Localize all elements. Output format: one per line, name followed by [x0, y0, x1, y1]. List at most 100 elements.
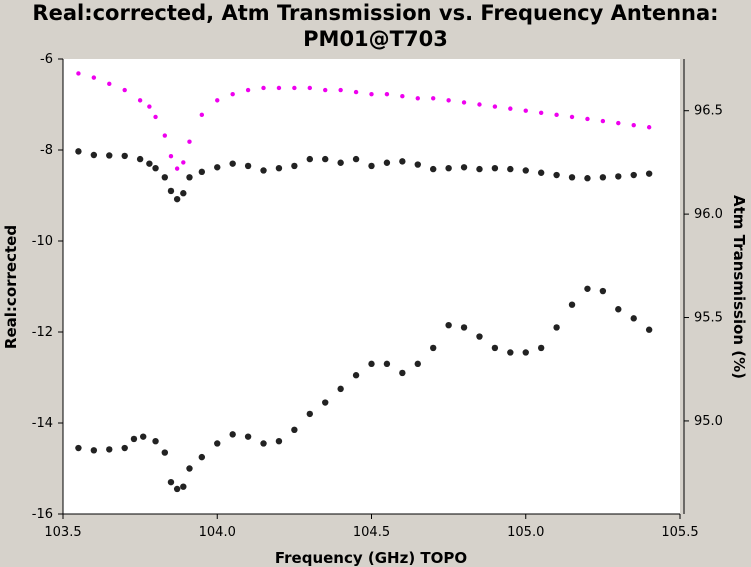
data-point-series-0 — [121, 152, 128, 160]
data-point-series-2 — [353, 89, 359, 95]
data-point-series-0 — [599, 174, 607, 181]
y-right-tick-label: 95.5 — [694, 311, 723, 326]
data-point-series-0 — [460, 164, 468, 171]
data-point-series-0 — [136, 155, 144, 163]
data-point-series-1 — [106, 446, 113, 453]
data-point-series-2 — [174, 166, 180, 171]
data-point-series-1 — [507, 349, 514, 356]
data-point-series-2 — [168, 154, 174, 159]
data-point-series-0 — [507, 165, 514, 173]
data-point-series-2 — [137, 98, 143, 103]
data-point-series-0 — [214, 164, 221, 171]
data-point-series-1 — [180, 483, 187, 490]
data-point-series-1 — [630, 315, 637, 322]
y-left-tick-label: -6 — [40, 52, 53, 67]
data-point-series-2 — [91, 75, 97, 80]
y-axis-left-label: Real:corrected — [2, 225, 20, 349]
data-point-series-2 — [323, 87, 328, 93]
data-point-series-1 — [306, 410, 313, 418]
data-point-series-1 — [476, 333, 483, 340]
data-point-series-2 — [230, 91, 235, 97]
data-point-series-1 — [352, 372, 360, 379]
data-point-series-1 — [383, 360, 391, 368]
data-point-series-0 — [584, 175, 591, 182]
data-point-series-0 — [291, 162, 298, 170]
data-point-series-1 — [167, 478, 175, 486]
data-point-series-2 — [384, 91, 390, 97]
data-point-series-1 — [291, 426, 298, 434]
data-point-series-0 — [152, 165, 159, 172]
data-point-series-2 — [569, 114, 575, 120]
x-tick-label: 104.0 — [199, 525, 236, 540]
data-point-series-1 — [121, 444, 128, 452]
data-point-series-1 — [491, 344, 499, 352]
data-point-series-0 — [161, 174, 169, 181]
data-point-series-2 — [492, 104, 498, 109]
chart-title-line2: PM01@T703 — [303, 27, 448, 51]
data-point-series-2 — [585, 116, 590, 122]
data-point-series-2 — [538, 110, 544, 115]
data-point-series-0 — [399, 158, 406, 165]
data-point-series-0 — [522, 167, 529, 174]
data-point-series-2 — [369, 91, 374, 97]
y-axis-right-label: Atm Transmission (%) — [730, 195, 748, 379]
y-left-tick-label: -10 — [32, 234, 53, 249]
data-point-series-0 — [368, 162, 375, 170]
points-layer — [75, 71, 653, 493]
data-point-series-2 — [187, 139, 192, 144]
data-point-series-0 — [90, 151, 98, 159]
y-left-tick-label: -8 — [40, 143, 53, 158]
data-point-series-2 — [162, 133, 168, 138]
data-point-series-1 — [244, 433, 252, 440]
data-point-series-2 — [215, 98, 220, 103]
data-point-series-2 — [261, 85, 266, 91]
data-point-series-1 — [584, 285, 591, 292]
data-point-series-1 — [599, 287, 607, 295]
x-tick-label: 105.0 — [507, 525, 544, 540]
data-point-series-2 — [415, 96, 420, 101]
data-point-series-0 — [244, 162, 252, 170]
data-point-series-1 — [75, 444, 82, 452]
x-axis-label: Frequency (GHz) TOPO — [275, 549, 467, 567]
data-point-series-0 — [75, 148, 82, 155]
data-point-series-1 — [260, 440, 267, 447]
data-point-series-1 — [615, 306, 622, 313]
data-point-series-1 — [522, 349, 529, 356]
y-left-tick-label: -12 — [32, 325, 53, 340]
data-point-series-0 — [383, 159, 391, 166]
data-point-series-2 — [147, 104, 152, 109]
data-point-series-0 — [229, 160, 236, 167]
data-point-series-2 — [276, 85, 282, 91]
data-point-series-0 — [198, 168, 206, 176]
data-point-series-0 — [167, 187, 175, 195]
data-point-series-0 — [430, 165, 437, 173]
data-point-series-1 — [430, 344, 437, 352]
chart-title: Real:corrected, Atm Transmission vs. Fre… — [0, 0, 751, 52]
data-point-series-0 — [645, 170, 653, 177]
data-point-series-2 — [523, 108, 528, 113]
data-point-series-1 — [445, 321, 452, 329]
data-point-series-1 — [645, 326, 653, 333]
data-point-series-0 — [146, 160, 153, 167]
data-point-series-0 — [260, 167, 267, 174]
data-point-series-2 — [107, 81, 112, 87]
x-tick-label: 105.5 — [661, 525, 698, 540]
data-point-series-0 — [491, 165, 499, 172]
data-point-series-1 — [186, 465, 193, 472]
data-point-series-0 — [275, 165, 283, 172]
data-point-series-2 — [245, 87, 251, 93]
data-point-series-2 — [153, 114, 158, 120]
data-point-series-0 — [186, 174, 193, 181]
data-point-series-2 — [508, 106, 513, 111]
data-point-series-1 — [90, 447, 98, 454]
ticks-layer: 103.5 104.0 104.5 105.0 105.5 -6 -8 -10 -12 -14 -1… — [32, 52, 723, 540]
data-point-series-2 — [76, 71, 81, 76]
data-point-series-0 — [630, 171, 637, 179]
y-right-tick-label: 96.0 — [694, 207, 723, 222]
data-point-series-0 — [615, 173, 622, 180]
data-point-series-0 — [337, 159, 344, 166]
data-point-series-2 — [631, 122, 636, 128]
data-point-series-2 — [181, 160, 186, 165]
data-point-series-1 — [161, 449, 169, 456]
